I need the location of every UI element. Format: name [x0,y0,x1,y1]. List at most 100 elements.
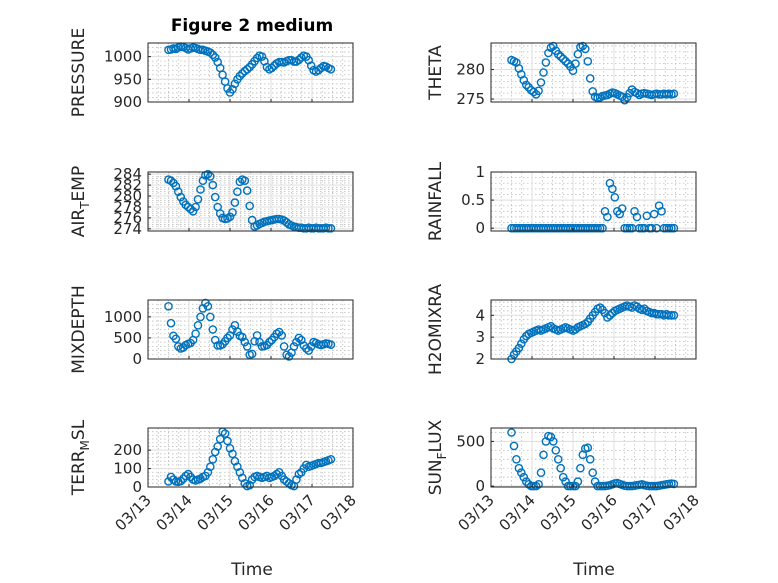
air_temp-data-point [188,206,198,216]
sun_flux-axes-box [490,427,697,488]
pressure-data-point [314,65,323,75]
mixdepth-data-point [247,349,257,359]
mixdepth-data-point [279,342,289,351]
pressure-data-point [252,53,262,63]
mixdepth-data-point [237,332,247,342]
mixdepth-data-point [282,350,291,360]
sun_flux-data-point [585,454,595,464]
rainfall-data-point [593,223,602,233]
theta-data-point [534,86,543,96]
sun_flux-data-point [571,481,580,491]
h2omixra-data-point [664,310,674,320]
theta-data-point [588,87,598,96]
pressure-data-point [326,65,336,74]
sun_flux-y-tick-label: 0 [475,477,485,495]
theta-data-point [583,57,593,66]
pressure-data-point [257,52,267,61]
air_temp-data-point [171,181,181,191]
rainfall-y-axis-label: RAINFALL [426,161,446,241]
theta-data-point [539,68,548,77]
mixdepth-data-point [213,341,222,350]
subplot-rainfall: 0 0.5 1 RAINFALL [426,161,697,241]
air_temp-data-point [196,185,205,194]
air_temp-data-point [228,208,237,217]
theta-data-point [519,75,529,85]
theta-data-point [669,89,679,98]
mixdepth-data-point [242,342,252,351]
h2omixra-data-point [595,303,605,312]
air_temp-data-point [210,192,220,202]
mixdepth-data-point [193,320,203,330]
theta-y-tick-label: 280 [456,61,485,79]
sun_flux-data-point [512,454,521,464]
rainfall-data-point [622,223,632,233]
theta-data-point [522,80,531,90]
theta-data-point [581,44,590,54]
terr_msl-data-point [294,469,304,479]
theta-y-tick-label: 275 [456,90,485,108]
h2omixra-y-axis-label: H2OMIXRA [426,284,446,375]
mixdepth-data-point [265,337,274,347]
h2omixra-data-point [605,310,615,320]
rainfall-data-point [664,223,674,233]
air_temp-data-point [181,200,190,210]
pressure-data-point [205,48,215,57]
h2omixra-data-point [581,319,590,329]
mixdepth-data-point [205,312,215,322]
mixdepth-data-point [191,329,200,339]
air_temp-data-point [208,180,218,190]
mixdepth-data-point [166,318,176,328]
sun_flux-data-point [522,477,531,486]
pressure-y-axis-label: PRESSURE [69,28,89,117]
h2omixra-axes-box [490,299,697,360]
rainfall-data-point [649,209,659,219]
pressure-axes-box [147,42,354,103]
h2omixra-y-tick-label: 3 [475,328,485,346]
air_temp-data-point [324,223,333,233]
mixdepth-data-point [294,333,304,343]
sun_flux-x-tick-label: 03/16 [578,491,621,534]
pressure-y-tick-label: 900 [113,93,142,111]
theta-data-point [571,59,580,68]
mixdepth-data-point [304,346,314,355]
air_temp-data-point [176,192,186,202]
terr_msl-data-point [220,429,230,438]
sun_flux-data-point [568,481,578,491]
mixdepth-data-point [326,340,336,350]
terr_msl-data-point [223,436,232,446]
sun_flux-data-point [576,463,585,473]
rainfall-data-point [657,206,666,216]
sun_flux-data-point [583,443,593,453]
terr_msl-data-point [326,454,336,464]
rainfall-data-point [598,223,607,233]
terr_msl-x-tick-label: 03/14 [153,491,196,534]
air_temp-y-tick-label: 278 [113,198,142,216]
sun_flux-x-tick-label: 03/15 [537,491,580,534]
rainfall-data-point [667,223,676,233]
terr_msl-y-axis-label: TERRMSL [69,419,92,496]
air_temp-data-point [215,209,225,218]
theta-data-point [541,58,551,67]
sun_flux-data-point [590,477,600,486]
mixdepth-data-point [289,342,299,351]
rainfall-data-point [608,184,617,194]
sun_flux-x-tick-label: 03/14 [496,491,539,534]
mixdepth-data-point [208,325,218,334]
pressure-data-point [210,53,220,62]
mixdepth-axes-box [147,299,354,360]
rainfall-y-tick-label: 0 [475,219,485,237]
theta-data-point [536,78,546,87]
sun_flux-data-point [536,468,546,478]
sun_flux-x-tick-label: 03/13 [455,491,498,534]
sun_flux-data-point [519,472,529,482]
pressure-data-point [306,61,316,70]
theta-data-point [585,74,595,83]
theta-axes-box [490,42,697,103]
pressure-data-point [289,57,299,66]
air_temp-data-point [242,186,252,195]
air_temp-data-point [235,177,245,187]
pressure-y-tick-label: 950 [113,70,142,88]
